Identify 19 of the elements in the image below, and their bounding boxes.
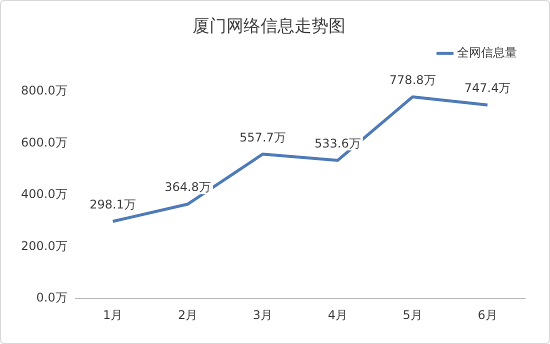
x-tick-label: 3月 [252, 308, 273, 322]
data-label: 747.4万 [464, 81, 511, 96]
y-tick-label: 400.0万 [20, 187, 68, 202]
data-label: 298.1万 [90, 198, 136, 212]
x-tick-label: 2月 [178, 308, 198, 322]
y-tick-label: 0.0万 [36, 290, 68, 305]
x-tick-label: 1月 [103, 308, 123, 322]
legend-label: 全网信息量 [457, 46, 517, 60]
data-label: 557.7万 [240, 130, 286, 144]
x-tick-label: 5月 [402, 308, 422, 322]
x-tick-label: 4月 [328, 308, 348, 322]
data-label: 364.8万 [164, 180, 211, 194]
y-tick-label: 800.0万 [20, 84, 68, 98]
data-label: 533.6万 [314, 136, 361, 151]
chart-title: 厦门网络信息走势图 [192, 16, 346, 37]
data-label: 778.8万 [389, 73, 436, 88]
y-tick-label: 200.0万 [20, 238, 68, 253]
y-tick-label: 600.0万 [20, 135, 68, 150]
x-tick-label: 6月 [478, 308, 498, 322]
